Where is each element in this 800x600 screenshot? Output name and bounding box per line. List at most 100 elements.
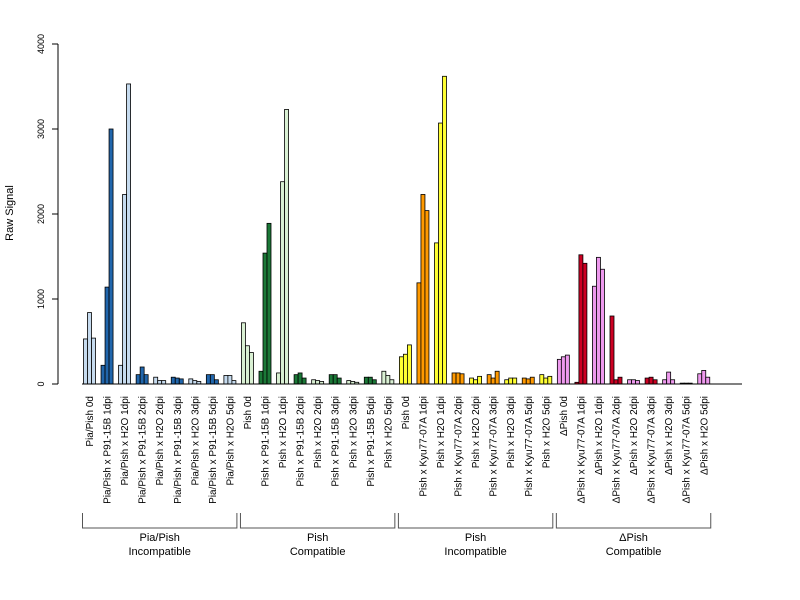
bar <box>209 374 215 385</box>
x-tick-label: Pia/Pish x H2O 3dpi <box>190 396 201 486</box>
bar <box>100 364 106 385</box>
bar <box>143 374 149 385</box>
x-tick-labels: Pia/Pish 0d Pia/Pish x P91-15B 1dpi Pia/Pi… <box>85 396 710 504</box>
bar <box>648 376 654 385</box>
bar <box>543 377 549 385</box>
x-tick-label: Pia/Pish 0d <box>85 396 96 447</box>
bar <box>126 83 131 385</box>
x-tick-label: Pish x H2O 3dpi <box>348 396 359 468</box>
x-tick-label: Pish x P91-15B 3dpi <box>331 396 342 487</box>
x-tick-label: ΔPish x H2O 1dpi <box>594 396 605 475</box>
bar <box>297 372 303 385</box>
x-tick-label: Pish x H2O 1dpi <box>436 396 447 468</box>
bar <box>512 377 518 385</box>
bar <box>178 378 184 385</box>
bar <box>213 379 219 385</box>
bar <box>494 370 500 385</box>
bar <box>631 379 636 385</box>
x-tick-label: Pish x H2O 5dpi <box>383 396 394 468</box>
bar <box>701 369 707 385</box>
bar <box>336 377 342 385</box>
bar <box>705 376 711 385</box>
bar <box>371 379 377 385</box>
bar <box>157 380 163 385</box>
bar <box>223 375 229 385</box>
bar <box>301 377 307 385</box>
bar <box>560 356 566 385</box>
bar <box>473 379 479 385</box>
bar <box>402 353 408 385</box>
bar <box>108 128 114 385</box>
bar <box>170 376 176 385</box>
y-axis-label: Raw Signal <box>4 185 16 241</box>
bar <box>438 122 443 385</box>
bar <box>635 380 640 385</box>
bar <box>315 380 321 385</box>
y-axis: 0 1000 2000 3000 4000 <box>36 34 59 387</box>
x-tick-label: Pia/Pish x P91-15B 2dpi <box>138 396 149 504</box>
bar <box>231 380 237 385</box>
bar <box>122 194 127 385</box>
bar <box>161 380 167 385</box>
bar <box>529 376 535 385</box>
bar <box>188 378 194 385</box>
bar <box>266 222 272 385</box>
bar <box>652 379 658 385</box>
bar <box>564 354 570 385</box>
bar <box>280 181 285 385</box>
bar <box>174 377 180 385</box>
group-label-line2: Compatible <box>606 546 662 558</box>
bar <box>644 377 650 385</box>
bar <box>477 375 483 385</box>
x-tick-label: ΔPish x Kyu77-07A 5dpi <box>682 396 693 503</box>
bar <box>451 372 457 385</box>
bar <box>627 379 632 385</box>
x-tick-label: Pish x P91-15B 1dpi <box>261 396 272 487</box>
bar <box>398 356 404 385</box>
bar <box>521 377 527 385</box>
bar <box>249 352 254 385</box>
bar <box>118 364 123 385</box>
bar <box>486 374 492 385</box>
bar <box>525 378 531 385</box>
bar <box>385 375 391 385</box>
bar <box>276 372 281 385</box>
bar <box>367 376 373 385</box>
bar <box>459 373 465 385</box>
bar <box>666 371 672 385</box>
group-label-line2: Incompatible <box>444 546 506 558</box>
x-tick-label: Pish x H2O 2dpi <box>471 396 482 468</box>
x-tick-label: Pia/Pish x H2O 1dpi <box>120 396 131 486</box>
x-tick-label: ΔPish x H2O 3dpi <box>664 396 675 475</box>
bar <box>139 366 145 385</box>
x-tick-label: Pia/Pish x P91-15B 3dpi <box>173 396 184 504</box>
bar <box>406 344 412 385</box>
group-bracket <box>397 513 554 529</box>
bar <box>609 315 615 385</box>
bar <box>670 379 676 385</box>
x-tick-label: Pish x Kyu77-07A 1dpi <box>418 396 429 497</box>
bar <box>547 375 553 385</box>
bar <box>87 312 92 385</box>
bar <box>617 376 623 385</box>
y-tick-label: 1000 <box>36 289 46 309</box>
bar <box>504 379 510 385</box>
x-tick-label: ΔPish x H2O 2dpi <box>629 396 640 475</box>
x-tick-label: Pish x H2O 5dpi <box>541 396 552 468</box>
bar <box>490 377 496 385</box>
bar <box>293 374 299 385</box>
x-tick-label: Pish x Kyu77-07A 3dpi <box>489 396 500 497</box>
x-tick-label: Pia/Pish x H2O 5dpi <box>225 396 236 486</box>
bar <box>539 374 545 385</box>
x-tick-label: Pish 0d <box>243 396 254 429</box>
bar <box>578 254 584 385</box>
bar <box>592 285 597 385</box>
bar <box>662 379 668 385</box>
bar <box>420 194 426 385</box>
group-bracket <box>555 513 712 529</box>
x-tick-label: ΔPish x Kyu77-07A 2dpi <box>612 396 623 503</box>
x-tick-label: Pish x H2O 1dpi <box>278 396 289 468</box>
bar <box>104 286 110 385</box>
x-tick-label: Pish x P91-15B 5dpi <box>366 396 377 487</box>
